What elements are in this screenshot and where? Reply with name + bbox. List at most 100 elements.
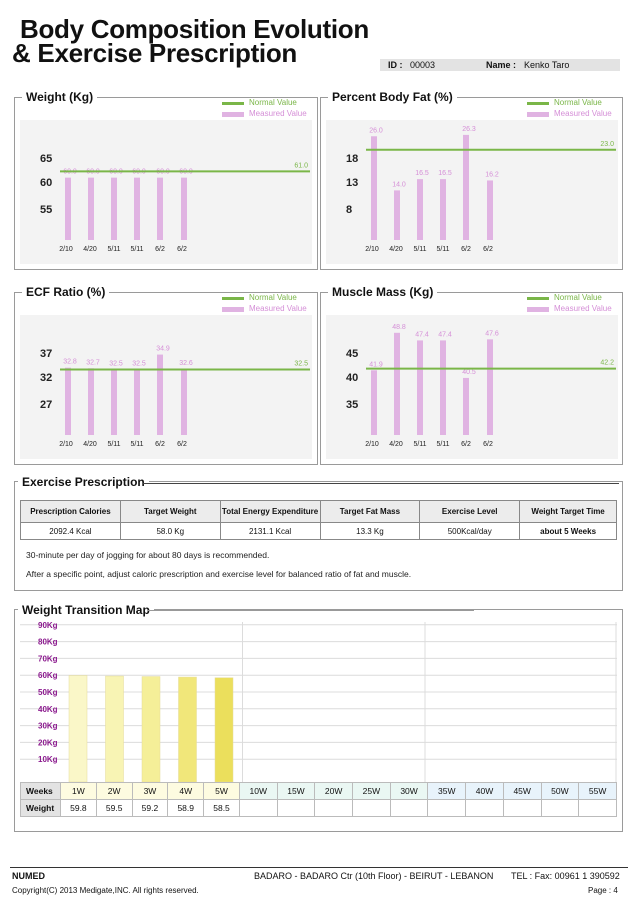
y-tick-label: 20Kg bbox=[38, 738, 58, 747]
normal-swatch bbox=[222, 102, 244, 105]
y-tick-label: 80Kg bbox=[38, 638, 58, 647]
data-bar bbox=[111, 177, 117, 240]
bar-value-label: 40.5 bbox=[462, 369, 476, 376]
data-bar bbox=[134, 177, 140, 240]
chart-svg: 18 13 8 26.0 14.0 16.5 16.5 26.3 16.2 23.0 2/10 4/2… bbox=[346, 126, 616, 253]
bar-value-label: 26.3 bbox=[462, 126, 476, 133]
y-tick-label: 32 bbox=[40, 372, 52, 384]
x-tick-label: 6/2 bbox=[155, 246, 165, 253]
y-tick-label: 8 bbox=[346, 204, 352, 216]
chart-svg: 37 32 27 32.8 32.7 32.5 32.5 34.9 32.6 32.5 2/10 4/… bbox=[40, 346, 310, 448]
transition-bar bbox=[68, 675, 88, 783]
weight-cell bbox=[238, 799, 278, 817]
data-bar bbox=[417, 340, 423, 435]
bar-value-label: 34.9 bbox=[156, 346, 170, 353]
y-tick-label: 70Kg bbox=[38, 654, 58, 663]
x-tick-label: 4/20 bbox=[83, 246, 97, 253]
prescription-header: Prescription Calories bbox=[20, 500, 121, 523]
weight-chart: 65605560.060.060.060.060.060.061.02/104/… bbox=[20, 120, 312, 264]
measured-swatch bbox=[527, 112, 549, 117]
weight-cell bbox=[465, 799, 504, 817]
y-tick-label: 45 bbox=[346, 348, 358, 360]
prescription-header: Exercise Level bbox=[419, 500, 521, 523]
id-label: ID : bbox=[388, 60, 403, 70]
x-tick-label: 5/11 bbox=[130, 246, 143, 253]
footer-page: Page : 4 bbox=[588, 886, 618, 895]
data-bar bbox=[65, 367, 71, 435]
transition-table: Weeks 1W 2W 3W 4W 5W 10W 15W 20W 25W 30W 35W 40W 45W… bbox=[20, 782, 617, 817]
chart-svg: 65605560.060.060.060.060.060.061.02/104/… bbox=[40, 153, 310, 253]
weight-cell: 59.5 bbox=[95, 799, 133, 817]
week-cell: 25W bbox=[352, 782, 391, 800]
patient-info-bar: ID : 00003 Name : Kenko Taro bbox=[380, 59, 620, 71]
x-tick-label: 6/2 bbox=[461, 441, 471, 448]
y-tick-label: 65 bbox=[40, 153, 52, 165]
x-tick-label: 2/10 bbox=[365, 441, 379, 448]
x-tick-label: 6/2 bbox=[177, 246, 187, 253]
prescription-title: Exercise Prescription bbox=[18, 475, 149, 489]
normal-legend-label: Normal Value bbox=[249, 98, 297, 107]
data-bar bbox=[463, 134, 469, 240]
measured-swatch bbox=[222, 112, 244, 117]
body-fat-chart-title: Percent Body Fat (%) bbox=[328, 90, 457, 104]
ecf-chart-title: ECF Ratio (%) bbox=[22, 285, 110, 299]
y-tick-label: 60Kg bbox=[38, 671, 58, 680]
data-bar bbox=[134, 369, 140, 435]
normal-swatch bbox=[222, 297, 244, 300]
week-cell: 45W bbox=[502, 782, 542, 800]
transition-bar bbox=[178, 676, 197, 783]
bar-value-label: 16.2 bbox=[485, 171, 499, 178]
normal-legend-label: Normal Value bbox=[249, 293, 297, 302]
data-bar bbox=[111, 369, 117, 435]
week-cell: 40W bbox=[465, 782, 504, 800]
transition-title: Weight Transition Map bbox=[18, 603, 154, 617]
y-tick-label: 35 bbox=[346, 399, 358, 411]
measured-legend-label: Measured Value bbox=[249, 109, 307, 118]
transition-bar bbox=[214, 677, 234, 783]
weight-cell bbox=[389, 799, 429, 817]
week-cell: 50W bbox=[540, 782, 580, 800]
data-bar bbox=[157, 177, 163, 240]
report-title-line2: & Exercise Prescription bbox=[12, 38, 298, 68]
transition-chart: 90Kg 80Kg 70Kg 60Kg 50Kg 40Kg 30Kg 20Kg 10Kg bbox=[20, 621, 618, 783]
bar-value-label: 47.4 bbox=[415, 331, 429, 338]
data-bar bbox=[371, 136, 377, 240]
x-tick-label: 5/11 bbox=[413, 246, 426, 253]
bar-value-label: 32.6 bbox=[179, 360, 193, 367]
prescription-header: Total Energy Expenditure bbox=[219, 500, 321, 523]
weight-cell: 58.9 bbox=[167, 799, 205, 817]
bar-value-label: 32.5 bbox=[109, 361, 123, 368]
measured-legend-label: Measured Value bbox=[554, 304, 612, 313]
weight-cell bbox=[540, 799, 580, 817]
bar-value-label: 14.0 bbox=[392, 181, 406, 188]
week-cell: 20W bbox=[314, 782, 354, 800]
week-cell: 5W bbox=[203, 782, 240, 800]
bar-value-label: 26.0 bbox=[369, 127, 383, 134]
weight-legend: Normal Value Measured Value bbox=[222, 98, 317, 122]
prescription-value: about 5 Weeks bbox=[519, 522, 617, 540]
bar-value-label: 32.5 bbox=[132, 361, 146, 368]
normal-legend-label: Normal Value bbox=[554, 293, 602, 302]
x-tick-label: 6/2 bbox=[177, 441, 187, 448]
report-title-line1: Body Composition Evolution bbox=[20, 14, 369, 44]
data-bar bbox=[463, 377, 469, 435]
weight-cell bbox=[314, 799, 354, 817]
bar-value-label: 16.5 bbox=[415, 170, 429, 177]
y-tick-label: 10Kg bbox=[38, 755, 58, 764]
weight-cell: 59.8 bbox=[60, 799, 97, 817]
y-tick-label: 50Kg bbox=[38, 688, 58, 697]
normal-swatch bbox=[527, 102, 549, 105]
data-bar bbox=[487, 180, 493, 240]
week-cell: 4W bbox=[167, 782, 205, 800]
weeks-label: Weeks bbox=[20, 782, 61, 800]
transition-bar bbox=[141, 676, 161, 783]
week-cell: 15W bbox=[276, 782, 316, 800]
week-cell: 2W bbox=[95, 782, 133, 800]
data-bar bbox=[417, 179, 423, 240]
data-bar bbox=[88, 368, 94, 435]
x-tick-label: 5/11 bbox=[436, 246, 449, 253]
data-bar bbox=[394, 190, 400, 240]
y-tick-label: 40 bbox=[346, 372, 358, 384]
prescription-value: 58.0 Kg bbox=[119, 522, 221, 540]
prescription-divider bbox=[143, 483, 619, 484]
